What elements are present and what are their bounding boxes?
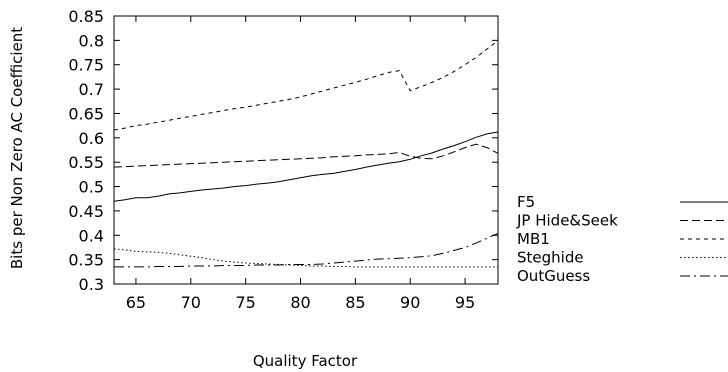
y-tick-label: 0.5 [79, 178, 104, 197]
y-tick-label: 0.85 [68, 7, 104, 26]
legend-label-steghide: Steghide [517, 249, 584, 267]
x-tick-label: 65 [126, 293, 146, 312]
plot-border [113, 15, 499, 285]
series-line-outguess [114, 232, 499, 268]
y-tick-label: 0.7 [79, 80, 104, 99]
series-line-f5 [113, 131, 499, 202]
series-line-jp-hide-seek [113, 143, 499, 168]
y-tick-label: 0.75 [68, 56, 104, 75]
y-tick-label: 0.3 [79, 275, 104, 294]
x-axis-ticks: 65 70 75 80 85 90 95 [126, 16, 475, 312]
y-tick-label: 0.55 [68, 153, 104, 172]
y-axis-ticks: 0.3 0.35 0.4 0.45 0.5 0.55 0.6 0.65 0.7 0.75 0.8 0.… [68, 7, 498, 294]
x-tick-label: 80 [290, 293, 310, 312]
plot-frame [113, 15, 499, 285]
x-tick-label: 90 [400, 293, 420, 312]
x-tick-label: 75 [235, 293, 255, 312]
y-tick-label: 0.6 [79, 129, 104, 148]
x-tick-label: 70 [181, 293, 201, 312]
y-tick-label: 0.4 [79, 226, 104, 245]
x-tick-label: 85 [345, 293, 365, 312]
x-tick-label: 95 [455, 293, 475, 312]
legend-label-f5: F5 [517, 193, 535, 211]
y-tick-label: 0.65 [68, 104, 104, 123]
x-axis-label: Quality Factor [253, 352, 358, 370]
legend-label-mb1: MB1 [517, 230, 550, 248]
series-line-steghide [113, 248, 498, 268]
y-tick-label: 0.35 [68, 251, 104, 270]
y-tick-label: 0.8 [79, 31, 104, 50]
legend-label-jp-hide-seek: JP Hide&Seek [516, 212, 618, 230]
y-tick-label: 0.45 [68, 202, 104, 221]
y-axis-label: Bits per Non Zero AC Coefficient [8, 27, 26, 269]
series-lines [113, 40, 499, 268]
legend-label-outguess: OutGuess [517, 267, 590, 285]
series-line-mb1 [113, 40, 499, 131]
